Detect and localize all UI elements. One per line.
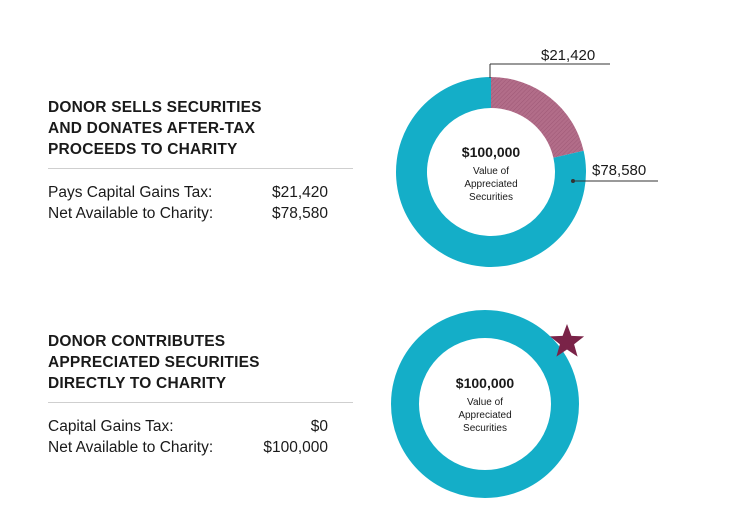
contribute-tax-label: Capital Gains Tax:: [48, 418, 174, 435]
sell-center-value: $100,000: [462, 144, 521, 160]
donut-slice-full: [391, 310, 579, 498]
contribute-divider: [48, 402, 353, 403]
tax-slice-label: $21,420: [541, 47, 595, 64]
star-icon: [549, 324, 585, 357]
sell-center-line-1: Value of: [473, 166, 509, 177]
contribute-center-line-3: Securities: [463, 423, 507, 434]
contribute-center-line-1: Value of: [467, 397, 503, 408]
contribute-net-label: Net Available to Charity:: [48, 439, 214, 456]
sell-row-tax: Pays Capital Gains Tax: $21,420: [48, 182, 328, 203]
sell-divider: [48, 168, 353, 169]
contribute-panel: DONOR CONTRIBUTES APPRECIATED SECURITIES…: [48, 331, 353, 458]
contribute-donut: $100,000 Value of Appreciated Securities: [391, 310, 585, 498]
contribute-net-value: $100,000: [263, 439, 328, 456]
sell-net-value: $78,580: [271, 205, 328, 222]
contribute-row-net: Net Available to Charity: $100,000: [48, 437, 328, 458]
sell-net-label: Net Available to Charity:: [48, 205, 214, 222]
contribute-row-tax: Capital Gains Tax: $0: [48, 416, 328, 437]
sell-heading: DONOR SELLS SECURITIES AND DONATES AFTER…: [48, 99, 262, 158]
sell-donut: $21,420 $78,580 $100,000 Value of Apprec…: [396, 47, 658, 267]
contribute-center-line-2: Appreciated: [458, 410, 511, 421]
donut-slice-net: [396, 77, 586, 267]
contribute-heading: DONOR CONTRIBUTES APPRECIATED SECURITIES…: [48, 333, 260, 392]
contribute-center-value: $100,000: [456, 375, 515, 391]
sell-center-line-3: Securities: [469, 192, 513, 203]
sell-panel: DONOR SELLS SECURITIES AND DONATES AFTER…: [48, 97, 353, 224]
sell-center-line-2: Appreciated: [464, 179, 517, 190]
sell-tax-value: $21,420: [271, 184, 328, 201]
donut-slice-tax: [491, 77, 584, 158]
sell-row-net: Net Available to Charity: $78,580: [48, 203, 328, 224]
contribute-tax-value: $0: [310, 418, 328, 435]
net-slice-label: $78,580: [592, 162, 646, 179]
sell-tax-label: Pays Capital Gains Tax:: [48, 184, 213, 201]
